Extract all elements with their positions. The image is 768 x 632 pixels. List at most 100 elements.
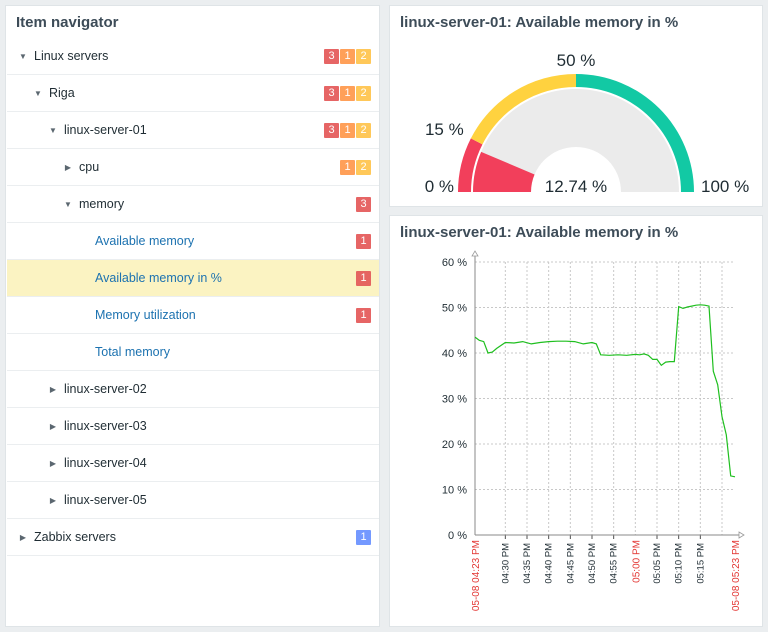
x-tick-label: 05:15 PM — [695, 543, 706, 584]
y-tick-label: 60 % — [442, 257, 467, 269]
problem-badges: 1 — [356, 271, 371, 286]
nav-group-row[interactable]: ▶ linux-server-03 — [7, 408, 379, 445]
x-tick-label: 04:40 PM — [544, 543, 555, 584]
problem-count-badge[interactable]: 3 — [324, 49, 339, 64]
gauge-threshold-yellow-arc — [470, 74, 576, 145]
gauge-threshold-red-arc — [458, 138, 483, 192]
gauge-widget: linux-server-01: Available memory in % 0… — [389, 5, 763, 207]
gauge-chart: 0 % 100 % 15 % 50 % 12.74 % — [425, 51, 750, 196]
gauge-value-arc — [473, 151, 535, 192]
triangle-right-icon[interactable]: ▶ — [19, 533, 27, 542]
problem-count-badge[interactable]: 1 — [340, 49, 355, 64]
nav-group-label: cpu — [79, 160, 100, 174]
triangle-down-icon[interactable]: ▼ — [19, 52, 27, 61]
triangle-down-icon[interactable]: ▼ — [49, 126, 57, 135]
nav-group-row[interactable]: ▼ Riga 3 1 2 — [7, 75, 379, 112]
gauge-value-label: 12.74 % — [545, 177, 607, 196]
nav-item-link[interactable]: Memory utilization — [95, 308, 196, 322]
gauge-threshold-15-label: 15 % — [425, 120, 464, 139]
gauge-threshold-50-label: 50 % — [557, 51, 596, 70]
nav-group-row[interactable]: ▶ linux-server-05 — [7, 482, 379, 519]
nav-item-row[interactable]: Available memory in % 1 — [7, 260, 379, 297]
problem-count-badge[interactable]: 3 — [324, 123, 339, 138]
y-tick-label: 0 % — [448, 530, 467, 542]
x-tick-label: 04:45 PM — [565, 543, 576, 584]
x-tick-label: 04:50 PM — [587, 543, 598, 584]
x-tick-label: 05:10 PM — [674, 543, 685, 584]
triangle-right-icon[interactable]: ▶ — [49, 422, 57, 431]
problem-badges: 1 — [356, 530, 371, 545]
nav-group-row[interactable]: ▼ linux-server-01 3 1 2 — [7, 112, 379, 149]
x-tick-label-major: 05-08 05:23 PM — [731, 540, 742, 611]
problem-count-badge[interactable]: 1 — [356, 234, 371, 249]
problem-badges: 3 — [356, 197, 371, 212]
nav-item-link[interactable]: Available memory — [95, 234, 195, 248]
nav-item-row[interactable]: Available memory 1 — [7, 223, 379, 260]
x-tick-label: 04:55 PM — [609, 543, 620, 584]
y-tick-label: 30 % — [442, 394, 467, 406]
y-tick-label: 20 % — [442, 439, 467, 451]
problem-count-badge[interactable]: 1 — [356, 271, 371, 286]
nav-group-row[interactable]: ▶ Zabbix servers 1 — [7, 519, 379, 556]
problem-count-badge[interactable]: 3 — [356, 197, 371, 212]
y-tick-label: 50 % — [442, 303, 467, 315]
triangle-right-icon[interactable]: ▶ — [49, 496, 57, 505]
nav-group-row[interactable]: ▶ linux-server-02 — [7, 371, 379, 408]
gauge-min-label: 0 % — [425, 177, 454, 196]
problem-count-badge[interactable]: 3 — [324, 86, 339, 101]
x-tick-label: 05:05 PM — [652, 543, 663, 584]
problem-count-badge[interactable]: 1 — [356, 530, 371, 545]
nav-group-row[interactable]: ▶ linux-server-04 — [7, 445, 379, 482]
nav-item-row[interactable]: Memory utilization 1 — [7, 297, 379, 334]
problem-count-badge[interactable]: 1 — [356, 308, 371, 323]
graph-chart: 0 % 10 % 20 % 30 % 40 % 50 % 60 % 04:30 PM 04:35… — [442, 250, 745, 611]
gauge-empty-arc — [473, 89, 679, 192]
problem-badges: 1 — [356, 308, 371, 323]
problem-count-badge[interactable]: 2 — [356, 49, 371, 64]
gauge-title: linux-server-01: Available memory in % — [400, 14, 679, 31]
problem-count-badge[interactable]: 2 — [356, 123, 371, 138]
problem-count-badge[interactable]: 1 — [340, 160, 355, 175]
nav-group-label: memory — [79, 197, 125, 211]
gauge-threshold-green-arc — [576, 74, 694, 192]
graph-widget: linux-server-01: Available memory in % 0… — [389, 215, 763, 627]
nav-group-row[interactable]: ▶ cpu 1 2 — [7, 149, 379, 186]
nav-item-link[interactable]: Available memory in % — [95, 271, 222, 285]
nav-item-row[interactable]: Total memory — [7, 334, 379, 371]
nav-group-label: linux-server-05 — [64, 493, 147, 507]
x-axis-arrow-icon — [738, 531, 745, 539]
nav-group-label: Zabbix servers — [34, 530, 116, 544]
x-tick-label: 04:30 PM — [500, 543, 511, 584]
nav-group-label: linux-server-01 — [64, 123, 147, 137]
navigator-title: Item navigator — [16, 14, 119, 31]
y-tick-label: 10 % — [442, 485, 467, 497]
problem-count-badge[interactable]: 1 — [340, 123, 355, 138]
nav-group-label: linux-server-04 — [64, 456, 147, 470]
item-navigator-widget: Item navigator ▼ Linux servers 3 1 2 ▼ Riga 3 1 2… — [5, 5, 380, 627]
problem-badges: 1 — [356, 234, 371, 249]
x-tick-label-major: 05:00 PM — [631, 540, 642, 583]
x-tick-label: 04:35 PM — [522, 543, 533, 584]
nav-group-row[interactable]: ▼ memory 3 — [7, 186, 379, 223]
x-tick-label-major: 05-08 04:23 PM — [471, 540, 482, 611]
triangle-right-icon[interactable]: ▶ — [64, 163, 72, 172]
nav-item-link[interactable]: Total memory — [95, 345, 171, 359]
problem-count-badge[interactable]: 2 — [356, 160, 371, 175]
series-line — [474, 304, 736, 478]
graph-title: linux-server-01: Available memory in % — [400, 224, 679, 241]
nav-group-row[interactable]: ▼ Linux servers 3 1 2 — [7, 38, 379, 75]
y-tick-label: 40 % — [442, 348, 467, 360]
problem-count-badge[interactable]: 2 — [356, 86, 371, 101]
triangle-down-icon[interactable]: ▼ — [64, 200, 72, 209]
triangle-right-icon[interactable]: ▶ — [49, 459, 57, 468]
triangle-right-icon[interactable]: ▶ — [49, 385, 57, 394]
triangle-down-icon[interactable]: ▼ — [34, 89, 42, 98]
nav-group-label: Linux servers — [34, 49, 109, 63]
y-axis-arrow-icon — [471, 250, 479, 257]
nav-group-label: Riga — [49, 86, 75, 100]
problem-count-badge[interactable]: 1 — [340, 86, 355, 101]
